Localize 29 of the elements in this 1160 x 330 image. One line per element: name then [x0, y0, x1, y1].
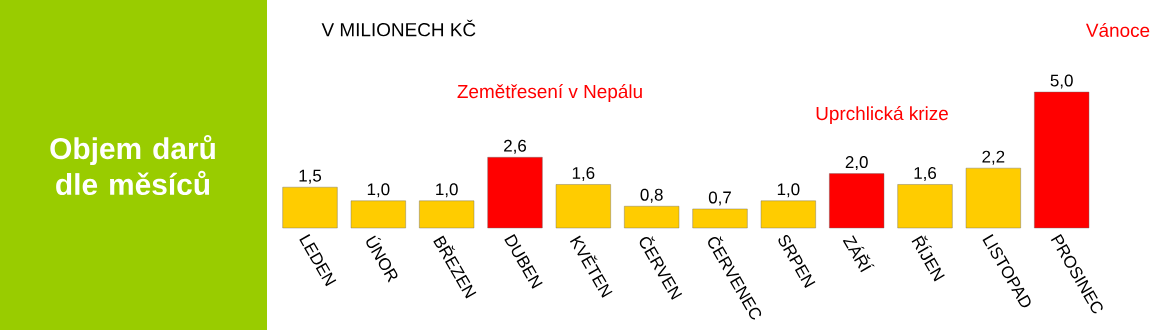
bar — [965, 167, 1021, 229]
text: Objem darů dle měsíců — [50, 134, 215, 196]
bar — [282, 187, 338, 229]
text: Vánoce — [1085, 22, 1150, 38]
bar — [350, 200, 406, 229]
bar — [624, 206, 680, 229]
data-label: 1,0 — [777, 183, 800, 198]
data-label: 0,7 — [708, 191, 731, 206]
bar — [419, 200, 475, 229]
bar — [760, 200, 816, 229]
data-label: 1,6 — [914, 166, 937, 181]
bar — [1034, 91, 1090, 229]
chart-subtitle: V MILIONECH KČ — [321, 19, 476, 37]
bar — [487, 157, 543, 229]
data-label: 0,8 — [640, 188, 663, 203]
data-label: 2,6 — [504, 139, 527, 154]
data-label: 5,0 — [1050, 74, 1073, 89]
data-label: 1,0 — [436, 183, 458, 198]
data-label: 1,0 — [367, 183, 390, 198]
data-label: 2,2 — [982, 150, 1005, 165]
data-label: 2,0 — [845, 156, 868, 171]
bar — [829, 173, 885, 229]
bar — [692, 208, 748, 229]
annotation: Uprchlická krize — [816, 106, 948, 124]
annotation: Zemětřesení v Nepálu — [457, 84, 642, 102]
data-label: 1,6 — [572, 166, 595, 181]
data-label: 1,5 — [299, 169, 322, 184]
bar — [555, 184, 611, 229]
bar — [897, 184, 953, 229]
